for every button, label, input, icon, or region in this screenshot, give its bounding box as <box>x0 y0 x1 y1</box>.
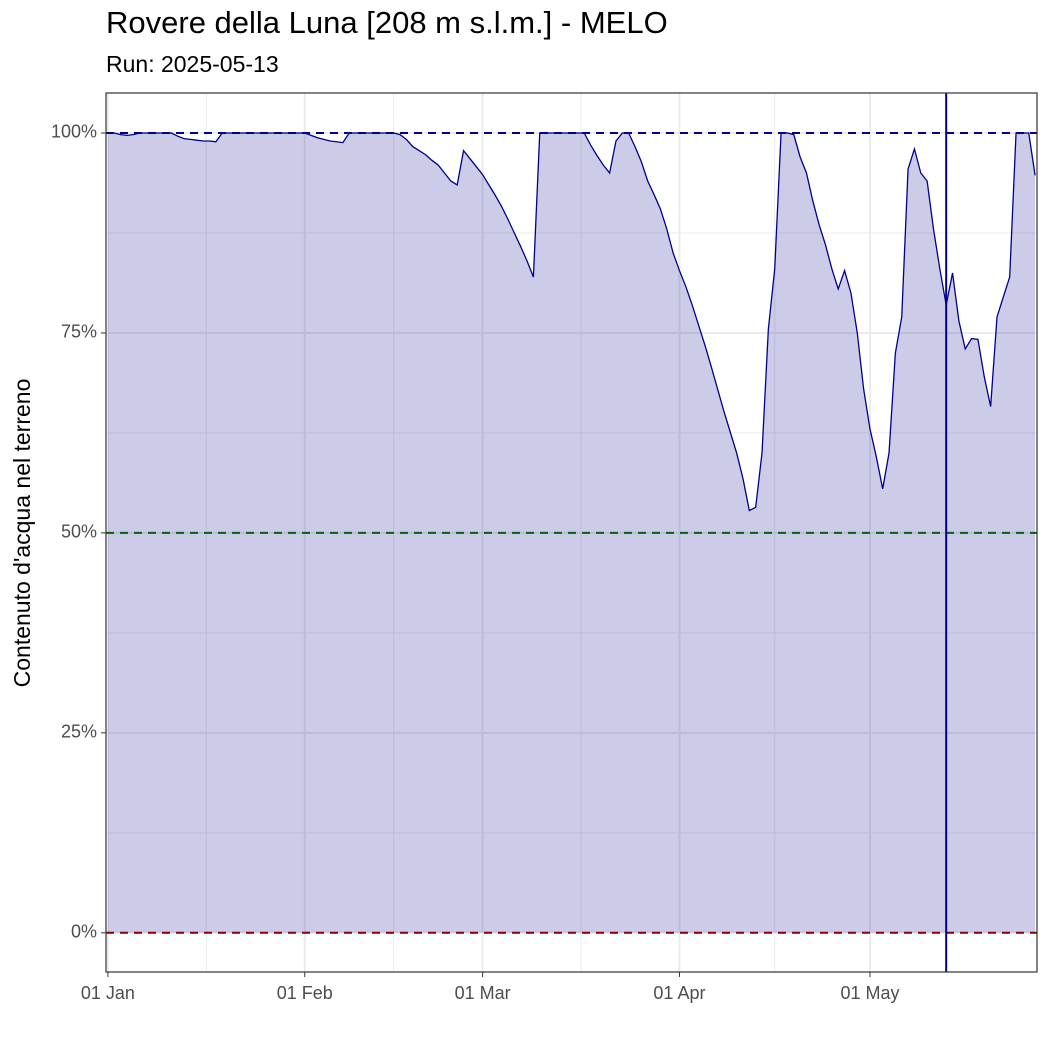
y-tick-label: 100% <box>51 122 97 142</box>
x-tick-label: 01 Jan <box>81 983 135 1003</box>
y-axis-title: Contenuto d'acqua nel terreno <box>9 379 35 688</box>
chart-subtitle: Run: 2025-05-13 <box>106 51 279 77</box>
x-tick-label: 01 Feb <box>277 983 333 1003</box>
y-tick-label: 50% <box>61 522 97 542</box>
panel-border <box>105 92 1038 973</box>
chart-title: Rovere della Luna [208 m s.l.m.] - MELO <box>106 5 668 40</box>
x-tick-label: 01 Apr <box>653 983 705 1003</box>
y-tick-label: 25% <box>61 722 97 742</box>
y-tick-label: 75% <box>61 322 97 342</box>
x-tick-label: 01 May <box>840 983 899 1003</box>
x-tick-label: 01 Mar <box>455 983 511 1003</box>
y-tick-label: 0% <box>71 922 97 942</box>
